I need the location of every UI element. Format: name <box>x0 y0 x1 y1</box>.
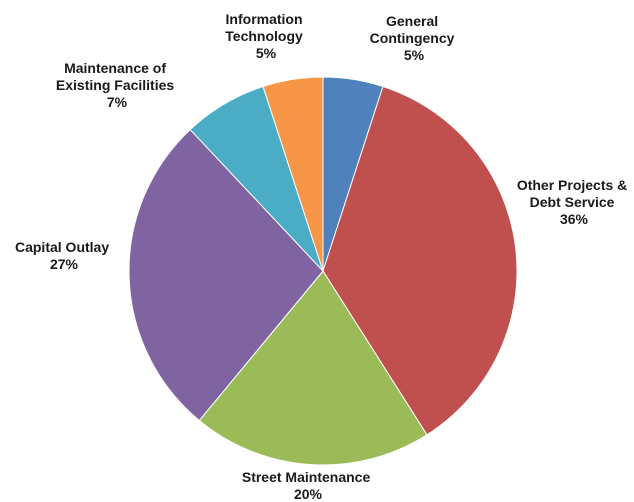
data-label-maintenance-existing-facilities: Maintenance of Existing Facilities 7% <box>56 60 178 110</box>
percent-label: 36% <box>560 211 589 227</box>
pie-slice-information-technology <box>262 76 324 272</box>
pie-slice-street-maintenance <box>198 270 428 466</box>
label-line: Existing Facilities <box>56 77 174 93</box>
percent-label: 27% <box>50 256 79 272</box>
label-line: Capital Outlay <box>15 239 109 255</box>
percent-label: 5% <box>256 45 277 61</box>
pie-data-labels: General Contingency 5% Other Projects & … <box>15 11 631 502</box>
percent-label: 20% <box>294 486 323 502</box>
data-label-capital-outlay: Capital Outlay 27% <box>15 239 113 272</box>
label-line: Debt Service <box>530 194 615 210</box>
data-label-street-maintenance: Street Maintenance 20% <box>242 469 374 502</box>
percent-label: 7% <box>107 94 128 110</box>
pie-slice-other-projects-debt-service <box>322 85 518 436</box>
pie-slice-capital-outlay <box>128 128 324 422</box>
label-line: Other Projects & <box>517 177 627 193</box>
pie-slices <box>128 76 518 466</box>
label-line: Street Maintenance <box>242 469 371 485</box>
percent-label: 5% <box>404 47 425 63</box>
label-line: Information <box>226 11 303 27</box>
label-line: Technology <box>225 28 303 44</box>
data-label-general-contingency: General Contingency 5% <box>370 13 459 63</box>
label-line: Contingency <box>370 30 455 46</box>
label-line: Maintenance of <box>64 60 166 76</box>
data-label-other-projects-debt-service: Other Projects & Debt Service 36% <box>517 177 631 227</box>
label-line: General <box>386 13 438 29</box>
data-label-information-technology: Information Technology 5% <box>225 11 306 61</box>
